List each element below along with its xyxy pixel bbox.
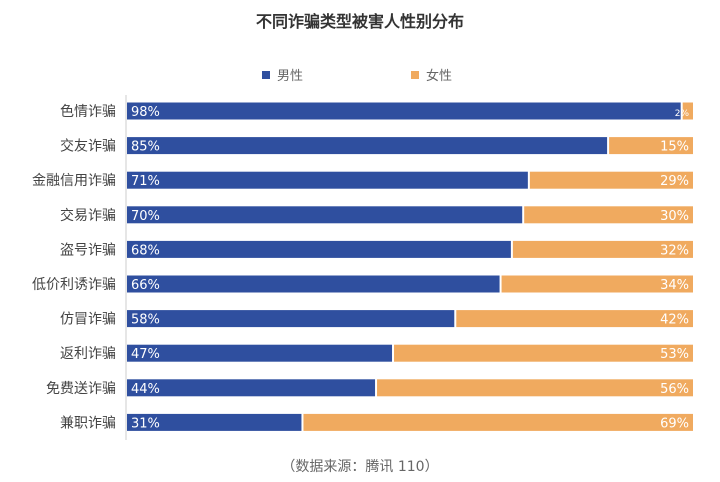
- data-label: 34%: [660, 278, 689, 293]
- category-label: 盗号诈骗: [60, 242, 116, 258]
- data-label: 15%: [660, 140, 689, 155]
- bar-female: [394, 344, 693, 362]
- data-label: 66%: [131, 278, 160, 293]
- data-label: 31%: [131, 416, 160, 431]
- bar-male: [127, 102, 681, 120]
- data-label: 69%: [660, 416, 689, 431]
- data-label: 98%: [131, 105, 160, 120]
- chart-source: （数据来源：腾讯 110）: [281, 459, 439, 475]
- data-label: 71%: [131, 174, 160, 189]
- data-label: 47%: [131, 347, 160, 362]
- bar-female: [377, 379, 693, 397]
- data-label: 32%: [660, 243, 689, 258]
- data-label: 85%: [131, 140, 160, 155]
- bar-male: [127, 310, 455, 328]
- bar-male: [127, 240, 511, 258]
- category-label: 返利诈骗: [60, 346, 116, 362]
- data-label: 42%: [660, 313, 689, 328]
- data-label: 2%: [675, 109, 690, 119]
- data-label: 70%: [131, 209, 160, 224]
- bar-female: [303, 413, 693, 431]
- bar-male: [127, 379, 376, 397]
- category-label: 交友诈骗: [60, 138, 116, 155]
- bar-female: [529, 171, 693, 189]
- data-label: 53%: [660, 347, 689, 362]
- category-label: 低价利诱诈骗: [32, 277, 116, 293]
- bar-male: [127, 171, 528, 189]
- category-label: 兼职诈骗: [60, 415, 116, 431]
- legend-swatch-1: [411, 71, 419, 79]
- bar-male: [127, 137, 608, 155]
- data-label: 30%: [660, 209, 689, 224]
- legend-label-0: 男性: [277, 69, 303, 84]
- bar-male: [127, 413, 302, 431]
- bar-female: [609, 137, 693, 155]
- bar-male: [127, 275, 500, 293]
- data-label: 44%: [131, 382, 160, 397]
- chart-title: 不同诈骗类型被害人性别分布: [255, 12, 464, 31]
- bar-female: [682, 102, 693, 120]
- data-label: 29%: [660, 174, 689, 189]
- bar-female: [524, 206, 693, 224]
- category-label: 免费送诈骗: [46, 381, 116, 397]
- category-label: 金融信用诈骗: [32, 173, 116, 189]
- data-label: 68%: [131, 243, 160, 258]
- legend-label-1: 女性: [426, 68, 452, 84]
- data-label: 58%: [131, 313, 160, 328]
- data-label: 56%: [660, 382, 689, 397]
- category-label: 交易诈骗: [60, 207, 116, 224]
- bar-female: [456, 310, 693, 328]
- category-label: 色情诈骗: [60, 103, 116, 120]
- legend-swatch-0: [262, 71, 270, 79]
- bar-male: [127, 344, 393, 362]
- bar-male: [127, 206, 523, 224]
- bar-female: [512, 240, 693, 258]
- category-label: 仿冒诈骗: [60, 312, 116, 328]
- bar-female: [501, 275, 693, 293]
